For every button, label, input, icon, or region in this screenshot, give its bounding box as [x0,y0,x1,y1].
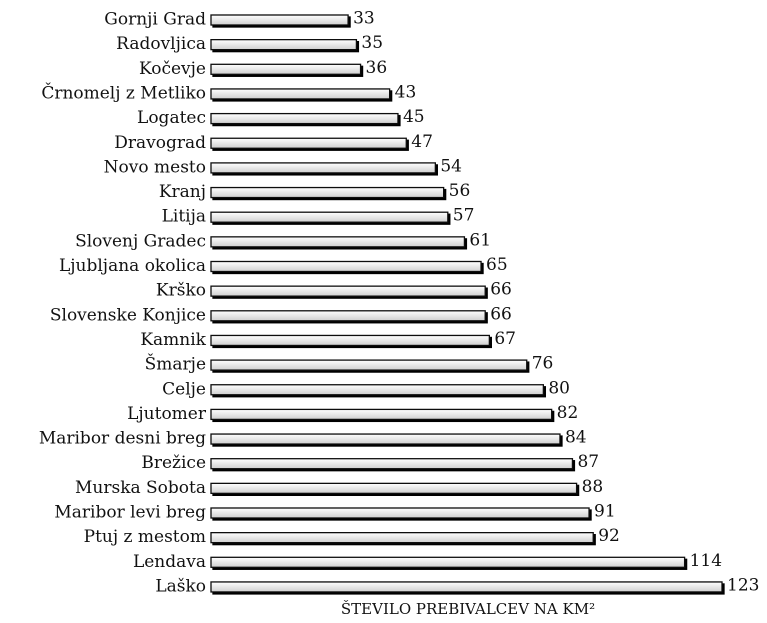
bar [210,260,482,273]
bar [210,186,445,199]
bar [210,88,391,100]
data-label: 76 [532,354,554,374]
data-label: 66 [490,280,512,300]
bar [210,285,486,297]
y-tick-label: Dravograd [114,133,206,153]
y-tick-label: Kamnik [140,330,206,350]
data-label: 80 [548,378,570,398]
data-label: 114 [690,551,722,571]
data-label: 88 [582,477,604,497]
y-tick-label: Kranj [159,182,206,202]
y-tick-label: Maribor desni breg [39,429,206,449]
y-tick-label: Celje [162,379,206,399]
data-label: 33 [353,9,375,29]
data-label: 123 [727,575,759,595]
y-tick-label: Slovenske Konjice [50,305,206,325]
y-tick-label: Litija [162,207,206,227]
y-tick-label: Ljutomer [127,404,207,424]
x-axis-label: ŠTEVILO PREBIVALCEV NA KM² [341,600,595,618]
bar [210,162,436,174]
data-label: 36 [366,58,388,78]
data-label: 54 [440,156,462,176]
y-tick-label: Ljubljana okolica [59,256,206,276]
data-label: 65 [486,255,508,275]
bar [210,556,686,568]
y-tick-label: Laško [155,576,206,596]
data-label: 61 [469,230,491,250]
y-tick-label: Črnomelj z Metliko [41,82,206,103]
y-tick-label: Maribor levi breg [54,503,206,523]
y-tick-label: Gornji Grad [104,10,206,30]
bar [210,14,349,26]
y-tick-label: Krško [156,281,206,301]
bar [210,408,553,421]
y-tick-label: Ptuj z mestom [84,527,206,547]
data-label: 67 [494,329,516,349]
y-tick-label: Novo mesto [104,157,206,177]
bar [210,507,590,519]
y-tick-label: Brežice [141,453,206,473]
bar [210,137,407,149]
bar [210,359,528,371]
y-tick-label: Kočevje [139,59,206,79]
bar [210,310,486,322]
data-label: 82 [557,403,579,423]
bar [210,112,399,125]
bar [210,482,578,495]
data-label: 92 [598,526,620,546]
y-tick-label: Radovljica [116,34,206,54]
data-label: 47 [411,132,433,152]
data-label: 57 [453,206,475,226]
data-label: 43 [395,82,417,102]
data-label: 56 [449,181,471,201]
data-label: 35 [361,33,383,53]
bar [210,532,594,544]
bar [210,236,466,248]
data-label: 87 [577,452,599,472]
bar [210,384,545,396]
bar [210,39,358,51]
data-label: 84 [565,428,587,448]
y-tick-label: Murska Sobota [75,478,206,498]
bar [210,458,574,470]
bar [210,433,561,445]
y-tick-label: Logatec [137,108,206,128]
bar [210,334,490,347]
data-label: 91 [594,502,616,522]
bar [210,211,449,223]
data-label: 45 [403,107,425,127]
bar [210,581,723,593]
y-tick-label: Slovenj Gradec [75,231,206,251]
y-tick-label: Šmarje [145,354,206,375]
y-tick-label: Lendava [133,552,206,572]
data-label: 66 [490,304,512,324]
bar [210,63,362,75]
